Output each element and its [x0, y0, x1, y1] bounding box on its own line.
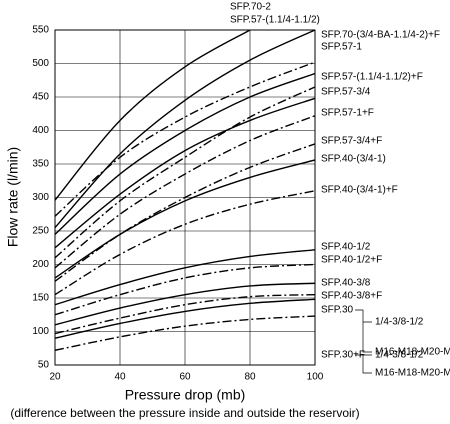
series-label: SFP.40-1/2+F: [321, 255, 382, 266]
y-tick-label: 400: [32, 125, 49, 136]
x-axis-label: Pressure drop (mb): [125, 387, 246, 403]
bracket: [355, 354, 372, 374]
y-tick-label: 450: [32, 92, 49, 103]
series-line: [55, 30, 315, 229]
series-label: SFP.70-2: [230, 2, 271, 13]
x-axis-note: (difference between the pressure inside …: [10, 406, 359, 420]
y-tick-label: 100: [32, 326, 49, 337]
x-tick-label: 20: [49, 372, 61, 383]
series-line: [55, 115, 315, 269]
series-line: [55, 190, 315, 296]
x-tick-label: 40: [114, 372, 126, 383]
y-tick-label: 50: [38, 360, 50, 371]
series-line: [55, 143, 315, 282]
series-line: [55, 315, 315, 351]
series-line: [55, 159, 315, 279]
series-label: SFP.57-3/4: [321, 87, 371, 98]
annotation: 1/4-3/8-1/2: [375, 317, 424, 328]
x-tick-label: 60: [179, 372, 191, 383]
series-label: SFP.40-1/2: [321, 242, 371, 253]
bracket: [355, 309, 372, 353]
x-tick-label: 80: [244, 372, 256, 383]
annotation: M16-M18-M20-M22: [375, 368, 450, 379]
series-line: [55, 97, 315, 249]
series-label: SFP.57-1: [321, 42, 362, 53]
y-tick-label: 300: [32, 192, 49, 203]
series-line: [55, 61, 315, 217]
series-line: [55, 298, 315, 339]
y-tick-label: 200: [32, 259, 49, 270]
series-label: SFP.40-(3/4-1)+F: [321, 185, 398, 196]
x-tick-label: 100: [307, 372, 324, 383]
y-tick-label: 500: [32, 58, 49, 69]
series-line: [55, 86, 315, 259]
y-tick-label: 150: [32, 293, 49, 304]
series-line: [55, 30, 251, 201]
annotation: 1/4-3/8-1/2: [375, 350, 424, 361]
series-label: SFP.30+F: [321, 350, 365, 361]
series-label: SFP.57-1+F: [321, 108, 374, 119]
series-label: SFP.40-3/8: [321, 278, 371, 289]
series-label: SFP.30: [321, 305, 353, 316]
series-line: [55, 282, 315, 326]
y-tick-label: 250: [32, 226, 49, 237]
series-label: SFP.57-(1.1/4-1.1/2)+F: [321, 72, 423, 83]
series-line: [55, 72, 315, 235]
annotation: M16-M18-M20-M22: [375, 347, 450, 358]
y-tick-label: 350: [32, 159, 49, 170]
series-label: SFP.57-(1.1/4-1.1/2): [230, 15, 320, 26]
series-label: SFP.40-3/8+F: [321, 291, 382, 302]
series-label: SFP.57-3/4+F: [321, 136, 382, 147]
series-label: SFP.70-(3/4-BA-1.1/4-2)+F: [321, 30, 440, 41]
y-tick-label: 550: [32, 25, 49, 36]
series-label: SFP.40-(3/4-1): [321, 154, 386, 165]
series-line: [55, 249, 315, 306]
y-axis-label: Flow rate (l/min): [5, 147, 21, 247]
series-line: [55, 263, 315, 316]
